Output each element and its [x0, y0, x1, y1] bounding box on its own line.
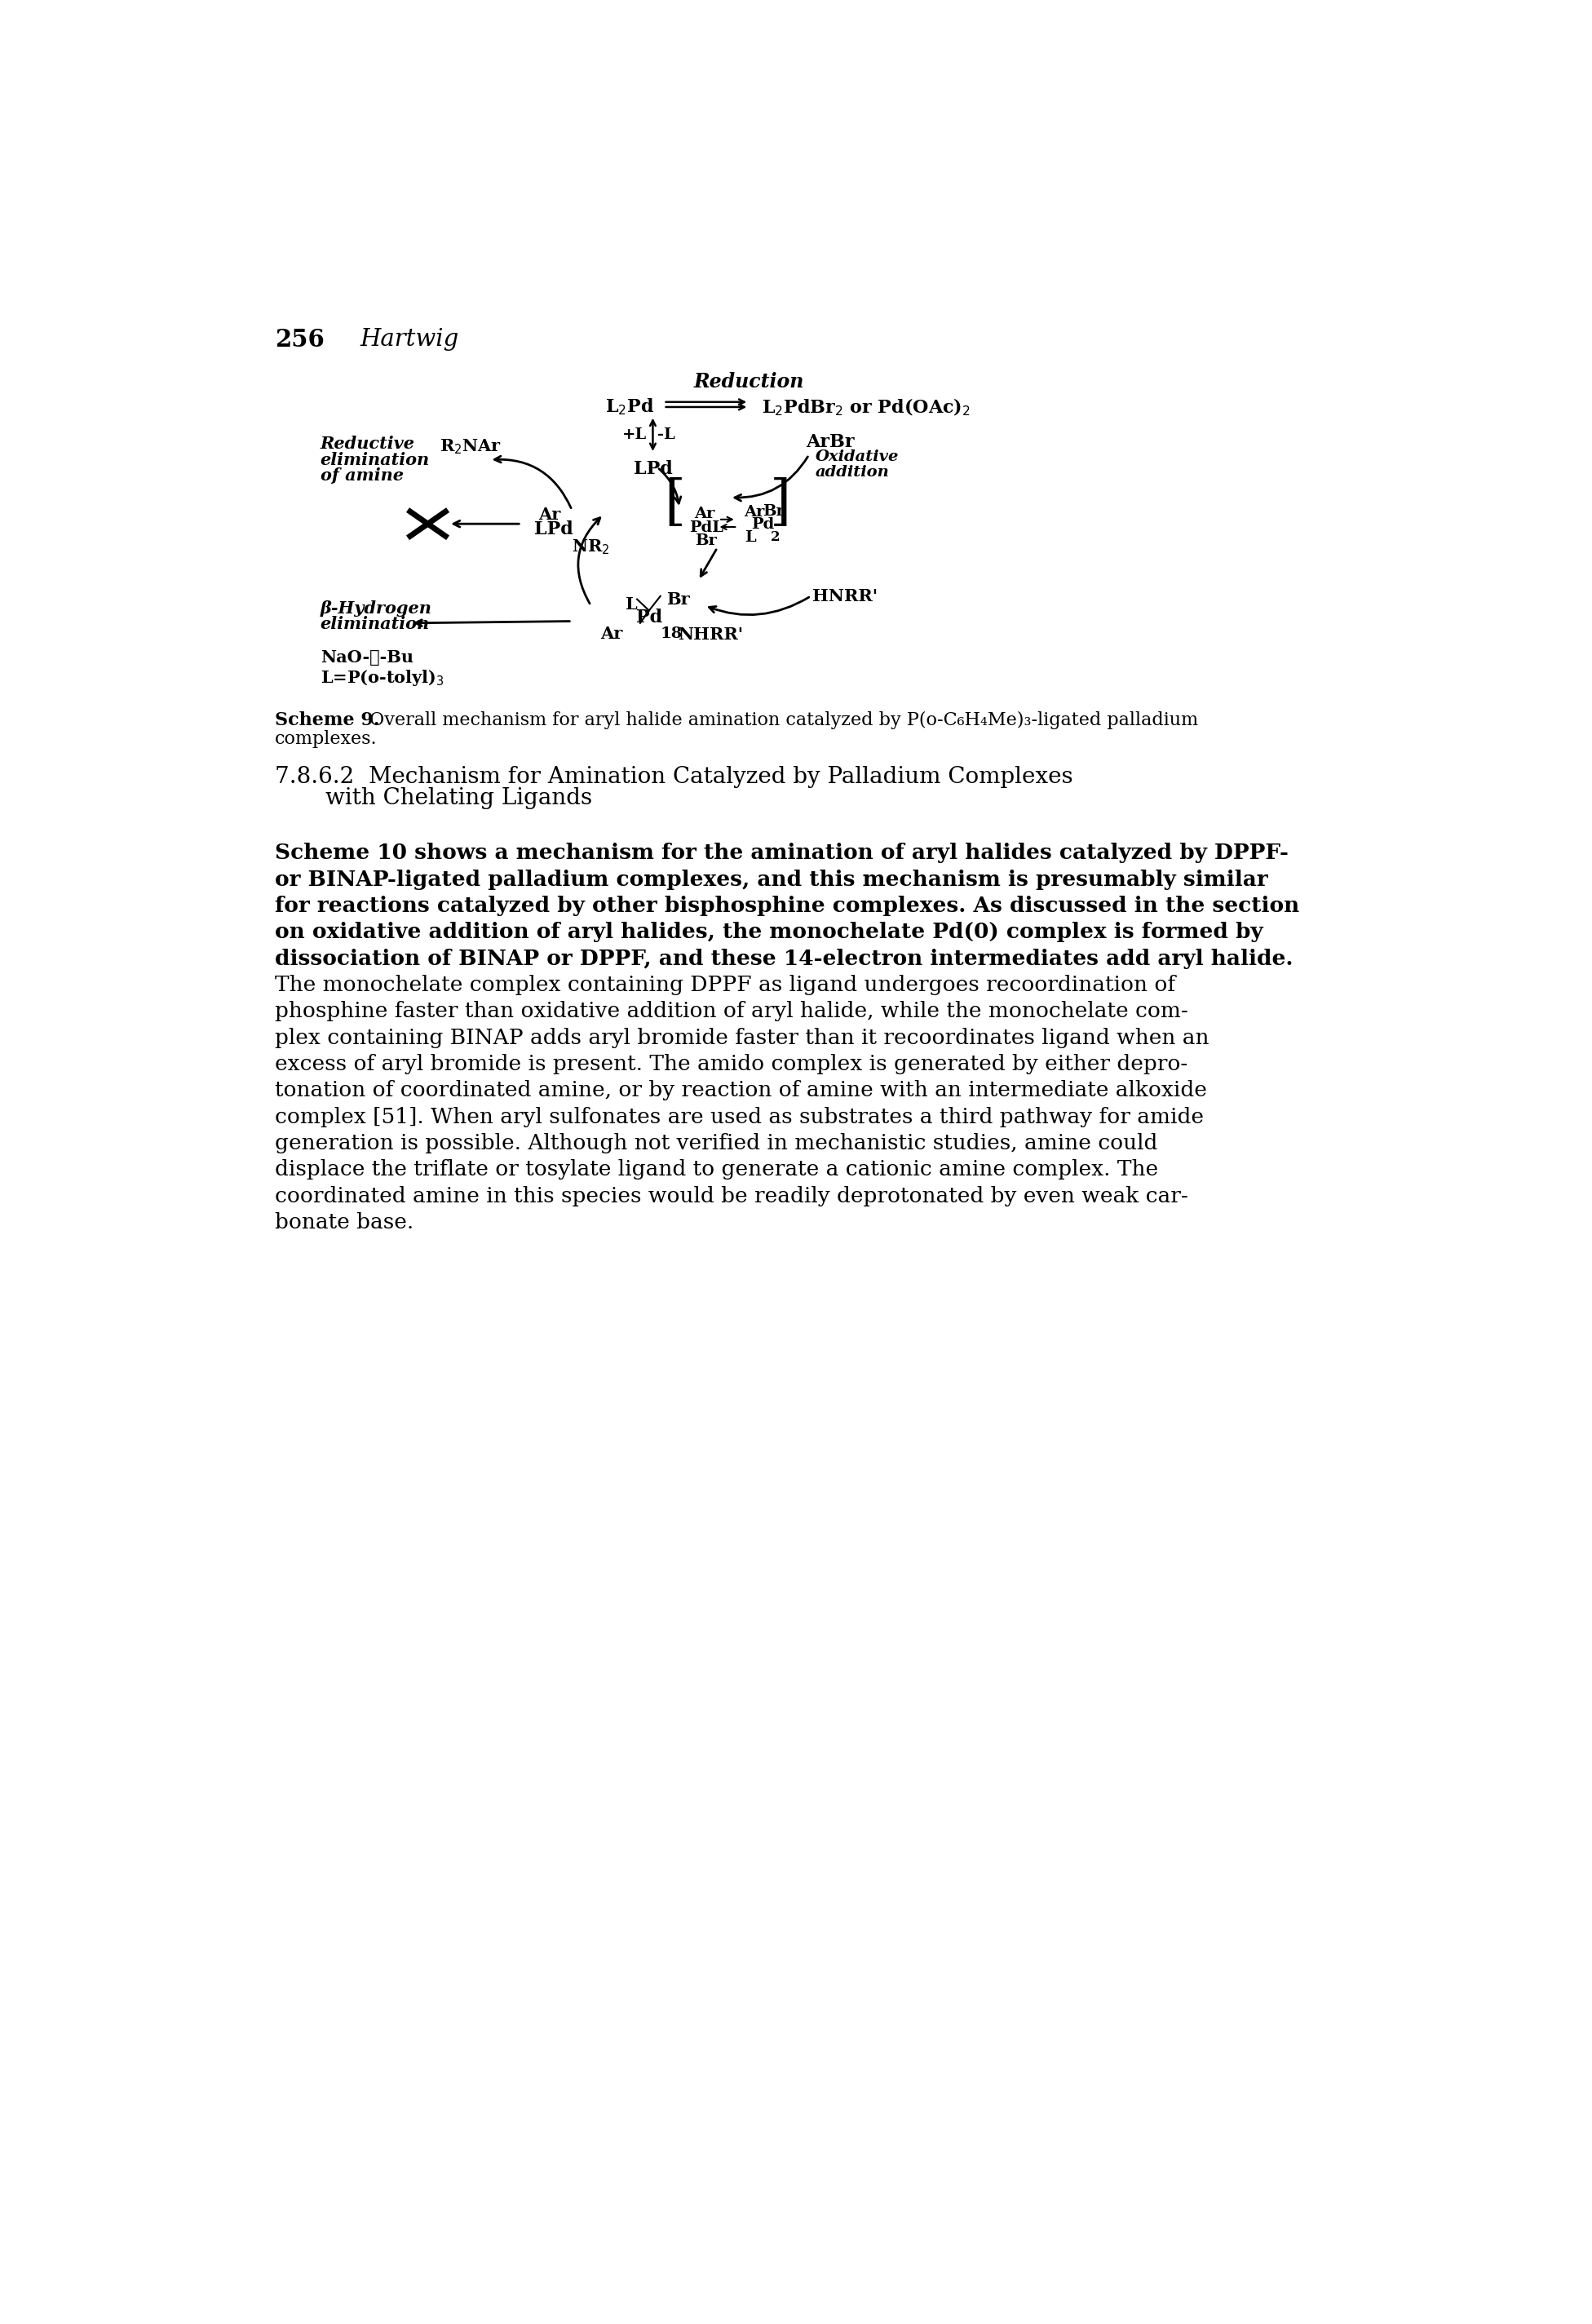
Text: for reactions catalyzed by other bisphosphine complexes. As discussed in the sec: for reactions catalyzed by other bisphos… — [275, 895, 1299, 916]
Text: Ar: Ar — [538, 507, 560, 523]
Text: addition: addition — [815, 465, 890, 479]
Text: PdL: PdL — [689, 521, 723, 535]
Text: on oxidative addition of aryl halides, the monochelate Pd(0) complex is formed b: on oxidative addition of aryl halides, t… — [275, 923, 1262, 944]
Text: 256: 256 — [275, 328, 325, 351]
Text: tonation of coordinated amine, or by reaction of amine with an intermediate alko: tonation of coordinated amine, or by rea… — [275, 1081, 1207, 1102]
Text: NaO-ℓ-Bu: NaO-ℓ-Bu — [320, 648, 414, 665]
Text: Pd: Pd — [635, 609, 662, 627]
Text: Br: Br — [667, 593, 689, 609]
Text: bonate base.: bonate base. — [275, 1213, 414, 1232]
Text: +L: +L — [622, 428, 646, 442]
Text: dissociation of BINAP or DPPF, and these 14-electron intermediates add aryl hali: dissociation of BINAP or DPPF, and these… — [275, 948, 1293, 969]
Text: Ar: Ar — [694, 507, 715, 521]
Text: 7.8.6.2  Mechanism for Amination Catalyzed by Palladium Complexes: 7.8.6.2 Mechanism for Amination Catalyze… — [275, 765, 1073, 788]
Text: 18: 18 — [661, 625, 683, 641]
Text: or BINAP-ligated palladium complexes, and this mechanism is presumably similar: or BINAP-ligated palladium complexes, an… — [275, 869, 1267, 890]
Text: L$_2$PdBr$_2$ or Pd(OAc)$_2$: L$_2$PdBr$_2$ or Pd(OAc)$_2$ — [761, 397, 970, 418]
Text: Hartwig: Hartwig — [360, 328, 458, 351]
Text: L: L — [626, 595, 638, 614]
Text: coordinated amine in this species would be readily deprotonated by even weak car: coordinated amine in this species would … — [275, 1185, 1188, 1206]
Text: LPd: LPd — [533, 521, 573, 539]
Text: R$_2$NAr: R$_2$NAr — [439, 437, 501, 456]
Text: [: [ — [664, 476, 685, 530]
Text: with Chelating Ligands: with Chelating Ligands — [325, 788, 592, 809]
Text: The monochelate complex containing DPPF as ligand undergoes recoordination of: The monochelate complex containing DPPF … — [275, 974, 1175, 995]
Text: Scheme 9.: Scheme 9. — [275, 711, 379, 730]
Text: ArBr: ArBr — [806, 432, 855, 451]
Text: complexes.: complexes. — [275, 730, 377, 748]
Text: 2: 2 — [771, 530, 780, 544]
Text: Reductive: Reductive — [320, 437, 416, 453]
Text: ]: ] — [771, 476, 791, 530]
Text: Overall mechanism for aryl halide amination catalyzed by P(ο-C₆H₄Me)₃-ligated pa: Overall mechanism for aryl halide aminat… — [369, 711, 1199, 730]
Text: complex [51]. When aryl sulfonates are used as substrates a third pathway for am: complex [51]. When aryl sulfonates are u… — [275, 1106, 1204, 1127]
Text: Ar: Ar — [600, 625, 622, 641]
Text: NHRR': NHRR' — [678, 625, 743, 641]
Text: plex containing BINAP adds aryl bromide faster than it recoordinates ligand when: plex containing BINAP adds aryl bromide … — [275, 1027, 1208, 1048]
Text: Scheme 10 shows a mechanism for the amination of aryl halides catalyzed by DPPF-: Scheme 10 shows a mechanism for the amin… — [275, 844, 1288, 862]
Text: elimination: elimination — [320, 616, 430, 632]
Text: excess of aryl bromide is present. The amido complex is generated by either depr: excess of aryl bromide is present. The a… — [275, 1055, 1188, 1074]
Text: L: L — [745, 530, 756, 544]
Text: Reduction: Reduction — [694, 372, 804, 390]
Text: phosphine faster than oxidative addition of aryl halide, while the monochelate c: phosphine faster than oxidative addition… — [275, 1002, 1188, 1023]
Text: displace the triflate or tosylate ligand to generate a cationic amine complex. T: displace the triflate or tosylate ligand… — [275, 1160, 1159, 1181]
Text: generation is possible. Although not verified in mechanistic studies, amine coul: generation is possible. Although not ver… — [275, 1134, 1157, 1153]
Text: Ar: Ar — [743, 504, 764, 521]
Text: Br: Br — [763, 504, 785, 518]
Text: Br: Br — [694, 535, 716, 548]
Text: of amine: of amine — [320, 467, 403, 483]
Text: L=P(o-tolyl)$_3$: L=P(o-tolyl)$_3$ — [320, 669, 444, 688]
Text: LPd: LPd — [634, 460, 672, 479]
Text: β-Hydrogen: β-Hydrogen — [320, 600, 431, 616]
Text: Pd: Pd — [751, 518, 774, 532]
Text: Oxidative: Oxidative — [815, 451, 899, 465]
Text: L$_2$Pd: L$_2$Pd — [605, 397, 654, 416]
Text: HNRR': HNRR' — [812, 588, 877, 604]
Text: elimination: elimination — [320, 451, 430, 467]
Text: NR$_2$: NR$_2$ — [572, 537, 610, 555]
Text: -L: -L — [657, 428, 675, 442]
